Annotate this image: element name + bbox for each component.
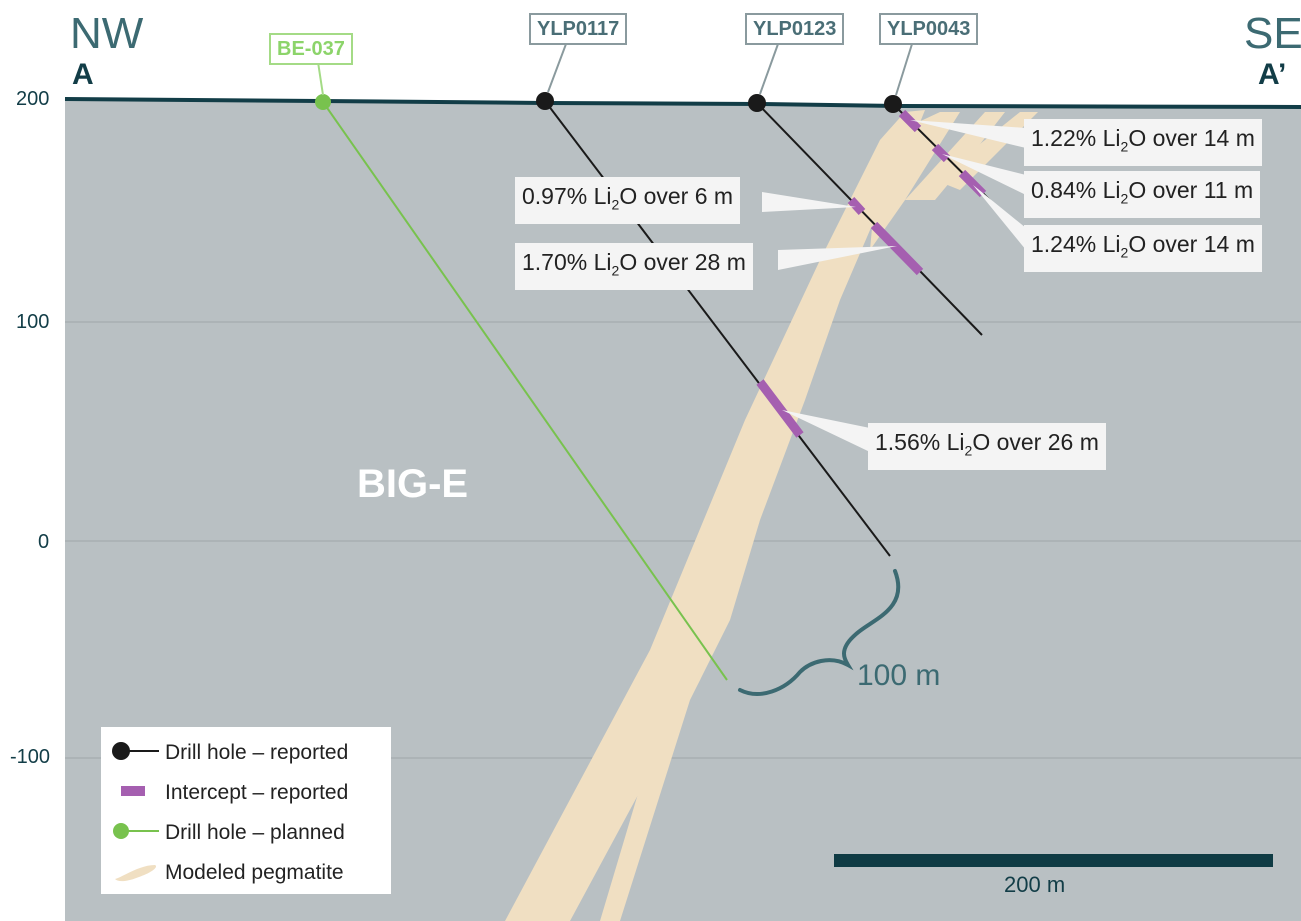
pointer-2 [942, 154, 1026, 195]
drill-hole-tag-ylp0043: YLP0043 [879, 13, 979, 45]
callout-pointers [762, 120, 1026, 452]
leader-be-037 [317, 61, 324, 96]
ground-rock [65, 99, 1301, 921]
pointer-4 [762, 192, 856, 212]
collar-be-037 [315, 94, 331, 110]
collar-ylp0043 [884, 95, 902, 113]
intercept-callout: 1.24% Li2O over 14 m [1024, 225, 1262, 272]
drill-trace-ylp0123 [756, 102, 983, 336]
intercept-callout: 1.56% Li2O over 26 m [868, 423, 1106, 470]
distance-brace [738, 569, 901, 696]
green-dot-line-icon [113, 823, 159, 839]
collar-ylp0117 [536, 92, 554, 110]
drill-hole-tag-ylp0117: YLP0117 [529, 13, 628, 45]
legend-item: Intercept – reported [101, 777, 391, 807]
leader-ylp0117 [547, 43, 567, 93]
direction-right: SE [1244, 9, 1301, 58]
legend-label: Drill hole – planned [165, 821, 345, 844]
direction-left: NW [70, 9, 144, 58]
leader-ylp0043 [895, 43, 913, 96]
intercept-callout: 1.70% Li2O over 28 m [515, 243, 753, 290]
intercept-callout: 1.22% Li2O over 14 m [1024, 119, 1262, 166]
intercept-bar-ylp0117 [756, 379, 804, 438]
collar-ylp0123 [748, 94, 766, 112]
y-tick-label: 0 [38, 531, 50, 553]
y-tick-label: -100 [10, 746, 51, 768]
intercept-bars [756, 109, 987, 438]
distance-label: 100 m [857, 659, 941, 692]
scale-bar-label: 200 m [1004, 872, 1066, 897]
purple-bar-icon [121, 786, 145, 796]
drill-hole-tag-be-037: BE-037 [269, 33, 353, 65]
legend: Drill hole – reported Intercept – report… [101, 727, 391, 894]
pointer-3 [973, 185, 1026, 250]
legend-label: Drill hole – reported [165, 741, 349, 764]
ground-surface-line [64, 97, 1301, 109]
section-label-right: A’ [1258, 58, 1287, 91]
y-tick-label: 100 [16, 311, 50, 333]
intercept-bar-ylp0043-b [931, 143, 951, 163]
intercept-callout: 0.84% Li2O over 11 m [1024, 171, 1261, 218]
drill-trace-be-037 [322, 101, 728, 681]
leader-ylp0123 [759, 43, 779, 95]
drill-hole-tag-ylp0123: YLP0123 [745, 13, 845, 45]
legend-item: Modeled pegmatite [101, 857, 391, 887]
intercept-bar-ylp0123-b [870, 221, 924, 276]
legend-item: Drill hole – reported [101, 737, 391, 767]
y-tick-label: 200 [16, 88, 50, 110]
pointer-5 [778, 246, 897, 270]
scale-bar [834, 854, 1273, 867]
legend-label: Modeled pegmatite [165, 861, 344, 884]
intercept-bar-ylp0043-a [898, 109, 922, 133]
pointer-6 [782, 410, 870, 452]
tan-blob-icon [115, 865, 157, 882]
intercept-callout: 0.97% Li2O over 6 m [515, 177, 741, 224]
section-label-left: A [72, 58, 94, 91]
intercept-bar-ylp0123-a [847, 196, 866, 216]
black-dot-line-icon [112, 742, 159, 760]
legend-label: Intercept – reported [165, 781, 349, 804]
pointer-1 [910, 120, 1026, 148]
legend-item: Drill hole – planned [101, 817, 391, 847]
region-label: BIG-E [357, 462, 469, 506]
drill-trace-ylp0117 [544, 100, 891, 557]
